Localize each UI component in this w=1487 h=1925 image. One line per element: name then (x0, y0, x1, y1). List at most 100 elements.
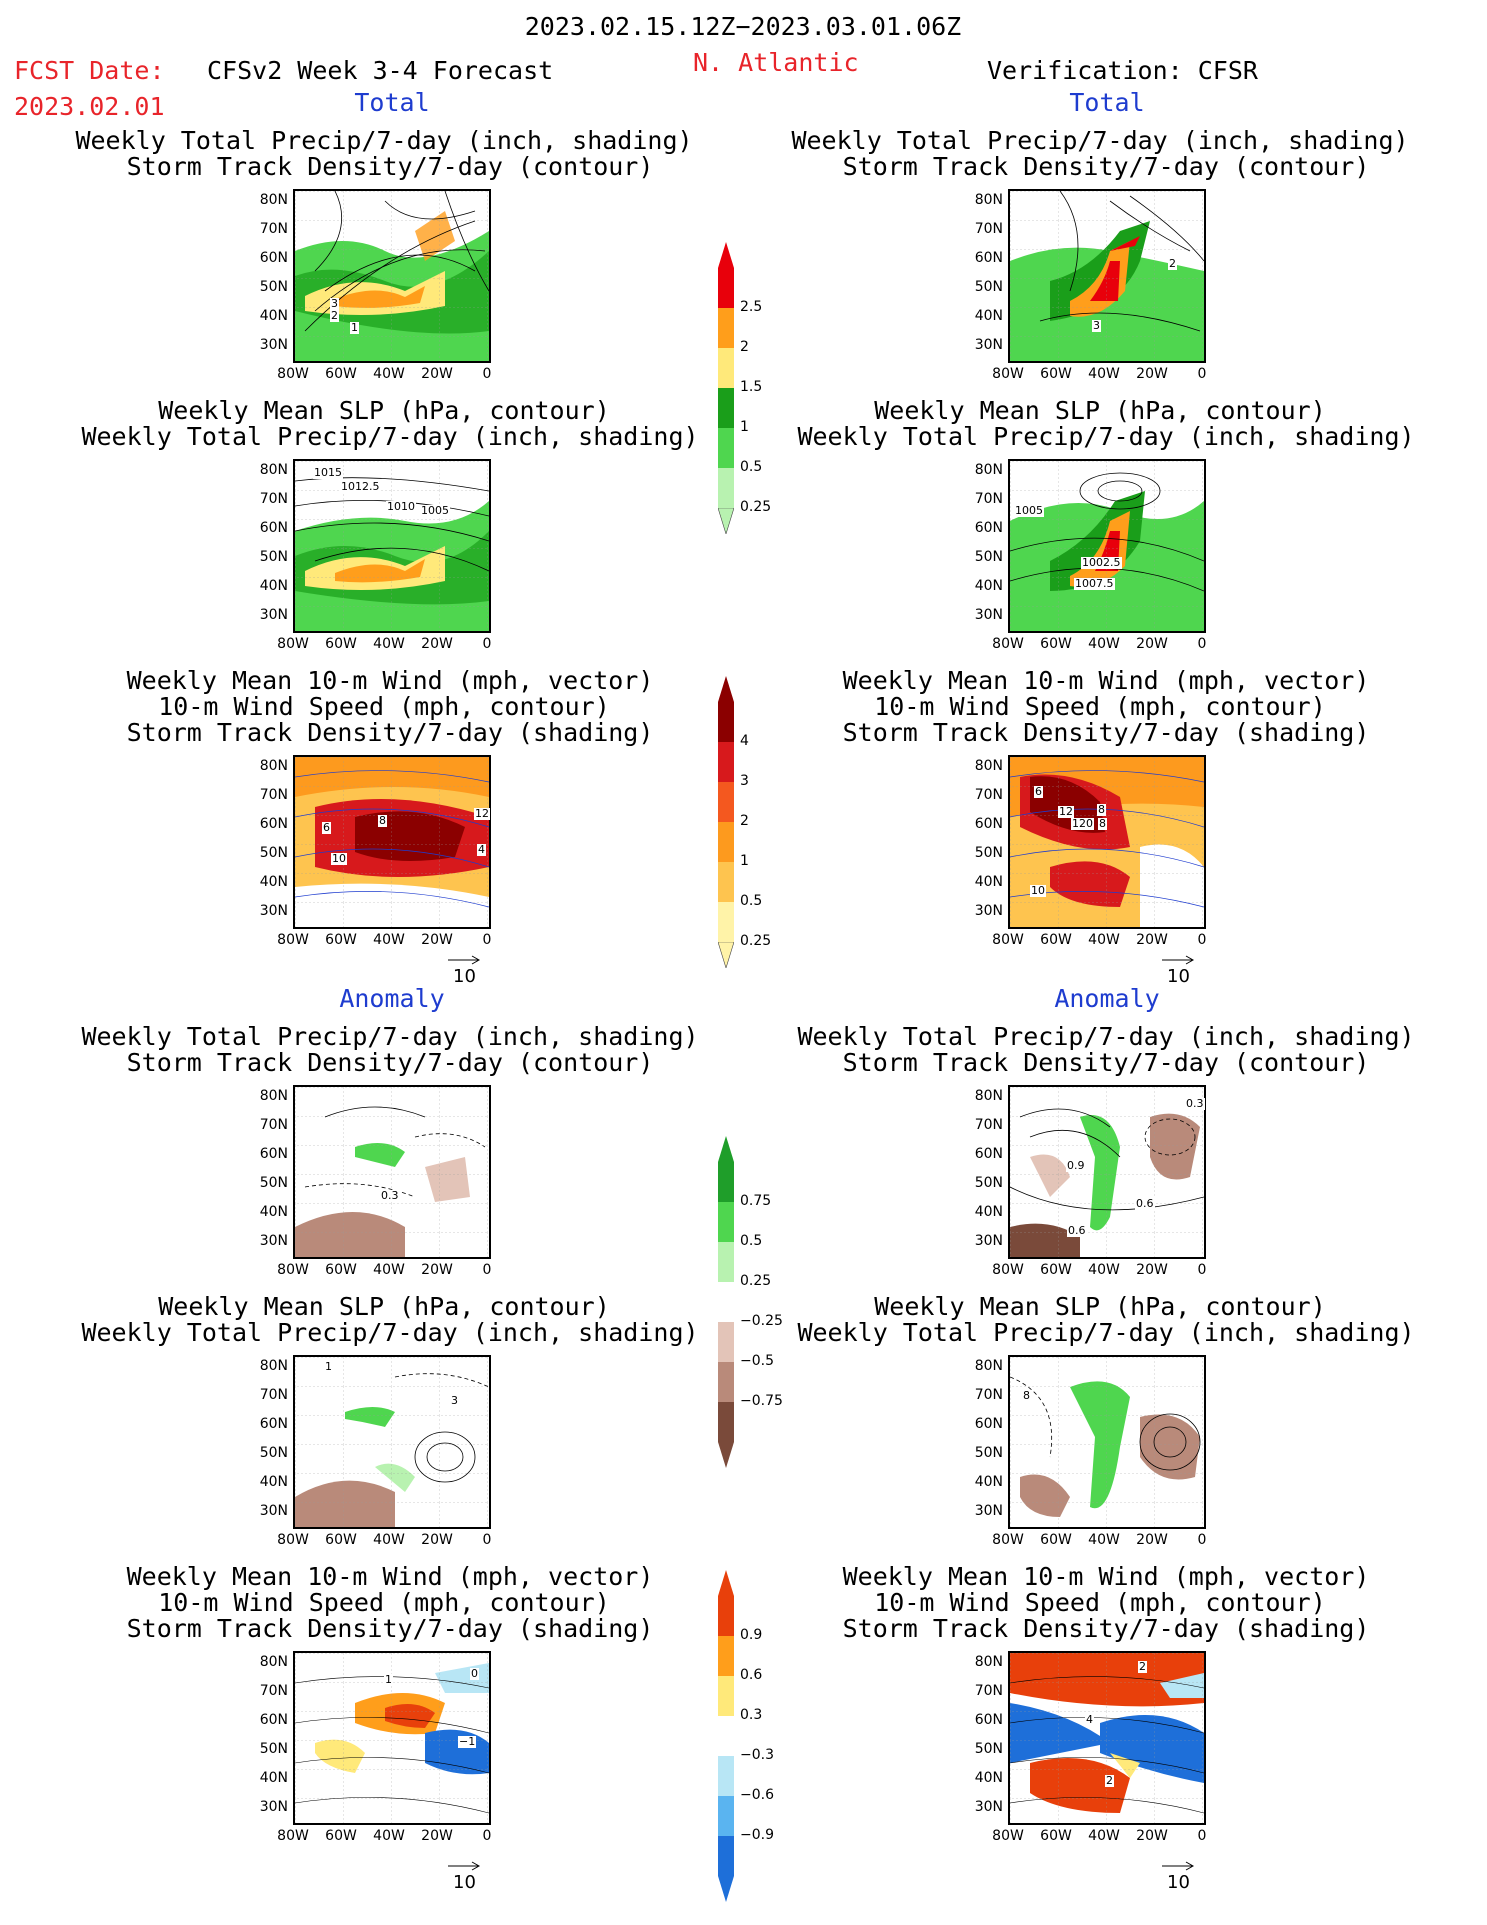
lat-label: 60N (974, 1416, 1003, 1432)
lat-label: 70N (974, 1683, 1003, 1699)
colorbar-segment (718, 1282, 734, 1322)
panel-3r-title-1: Weekly Mean 10-m Wind (mph, vector) (842, 666, 1370, 695)
colorbar-segment (718, 348, 734, 388)
lon-label: 40W (373, 1828, 405, 1844)
colorbar-segment (718, 1242, 734, 1282)
panel-4r-title-1: Weekly Total Precip/7-day (inch, shading… (797, 1022, 1415, 1051)
map-slp-forecast-anomaly (293, 1355, 491, 1529)
colorbar-label: 0.25 (740, 499, 772, 515)
contour-label: 0.6 (1135, 1197, 1155, 1210)
contour-label: 1 (350, 321, 359, 334)
lon-label: 20W (1136, 366, 1168, 382)
lat-label: 60N (974, 250, 1003, 266)
region-title: N. Atlantic (693, 48, 859, 77)
lat-label: 40N (259, 1204, 288, 1220)
contour-label: 8 (1098, 817, 1107, 830)
colorbar-label: −0.25 (740, 1313, 783, 1329)
lat-label: 30N (259, 1233, 288, 1249)
contour-label: 0.9 (1066, 1159, 1086, 1172)
contour-label: 2 (1105, 1774, 1114, 1787)
colorbar-segment (718, 742, 734, 782)
colorbar-segment (718, 822, 734, 862)
vector-reference-arrow-icon (1162, 955, 1195, 965)
colorbar-precip-total (718, 242, 734, 534)
colorbar-label: 0.25 (740, 1273, 772, 1289)
lon-label: 20W (1136, 1828, 1168, 1844)
colorbar-segment (718, 1202, 734, 1242)
colorbar-label: 2 (740, 813, 749, 829)
lat-label: 60N (974, 1146, 1003, 1162)
colorbar-top-arrow (718, 1136, 734, 1162)
lat-label: 60N (974, 816, 1003, 832)
lat-label: 50N (974, 1741, 1003, 1757)
lat-label: 30N (974, 337, 1003, 353)
colorbar-segment (718, 1162, 734, 1202)
verification-title: Verification: CFSR (987, 56, 1258, 85)
lon-label: 40W (1088, 1262, 1120, 1278)
period-title: 2023.02.15.12Z−2023.03.01.06Z (524, 12, 962, 41)
contour-label: 1002.5 (1081, 556, 1122, 569)
lat-label: 40N (259, 1770, 288, 1786)
total-label-left: Total (354, 88, 430, 117)
total-label-right: Total (1069, 88, 1145, 117)
panel-5r-title-2: Weekly Total Precip/7-day (inch, shading… (797, 1318, 1415, 1347)
lat-label: 60N (259, 520, 288, 536)
contour-label: 3 (330, 297, 339, 310)
contour-label: 0.3 (380, 1189, 400, 1202)
lat-label: 40N (974, 1474, 1003, 1490)
colorbar-segment (718, 468, 734, 508)
panel-1r-title-1: Weekly Total Precip/7-day (inch, shading… (791, 126, 1409, 155)
lon-label: 0 (1197, 932, 1207, 948)
contour-label: 6 (1034, 785, 1043, 798)
lon-label: 0 (482, 1828, 492, 1844)
lon-label: 0 (1197, 1828, 1207, 1844)
panel-3l-title-1: Weekly Mean 10-m Wind (mph, vector) (126, 666, 654, 695)
lon-label: 40W (373, 932, 405, 948)
lat-label: 80N (974, 1358, 1003, 1374)
colorbar-label: 1 (740, 853, 749, 869)
lat-label: 80N (259, 1088, 288, 1104)
colorbar-label: 0.6 (740, 1667, 763, 1683)
lon-label: 60W (325, 1262, 357, 1278)
lon-label: 0 (482, 1262, 492, 1278)
lat-label: 80N (974, 462, 1003, 478)
panel-3l-title-3: Storm Track Density/7-day (shading) (126, 718, 654, 747)
lat-label: 30N (974, 903, 1003, 919)
lat-label: 50N (974, 549, 1003, 565)
lon-label: 60W (1040, 932, 1072, 948)
panel-1l-title-2: Storm Track Density/7-day (contour) (126, 152, 654, 181)
panel-2r-title-2: Weekly Total Precip/7-day (inch, shading… (797, 422, 1415, 451)
lat-label: 80N (259, 462, 288, 478)
lon-label: 20W (421, 1532, 453, 1548)
colorbar-label: 2 (740, 339, 749, 355)
vector-reference-label: 10 (1167, 966, 1190, 987)
lon-label: 40W (373, 636, 405, 652)
panel-4r-title-2: Storm Track Density/7-day (contour) (842, 1048, 1370, 1077)
colorbar-label: 0.3 (740, 1707, 763, 1723)
lon-label: 40W (1088, 1828, 1120, 1844)
colorbar-label: 0.5 (740, 893, 763, 909)
contour-label: 3 (1092, 319, 1101, 332)
map-precip-track-forecast-anomaly (293, 1085, 491, 1259)
lat-label: 30N (259, 1503, 288, 1519)
lon-label: 20W (421, 932, 453, 948)
contour-label: 0 (470, 1667, 479, 1680)
lon-label: 20W (421, 1262, 453, 1278)
panel-5l-title-2: Weekly Total Precip/7-day (inch, shading… (81, 1318, 699, 1347)
lat-label: 30N (974, 1799, 1003, 1815)
lat-label: 30N (974, 1503, 1003, 1519)
lon-label: 80W (277, 636, 309, 652)
anomaly-label-right: Anomaly (1054, 984, 1160, 1013)
lat-label: 50N (259, 279, 288, 295)
contour-label: 8 (1097, 803, 1106, 816)
colorbar-segment (718, 902, 734, 942)
lat-label: 30N (259, 607, 288, 623)
lon-label: 80W (992, 1532, 1024, 1548)
lon-label: 80W (992, 636, 1024, 652)
lat-label: 50N (259, 845, 288, 861)
colorbar-segment (718, 268, 734, 308)
lon-label: 0 (482, 636, 492, 652)
colorbar-storm-track-total (718, 676, 734, 968)
lat-label: 60N (259, 1712, 288, 1728)
contour-label: 1005 (420, 504, 450, 517)
